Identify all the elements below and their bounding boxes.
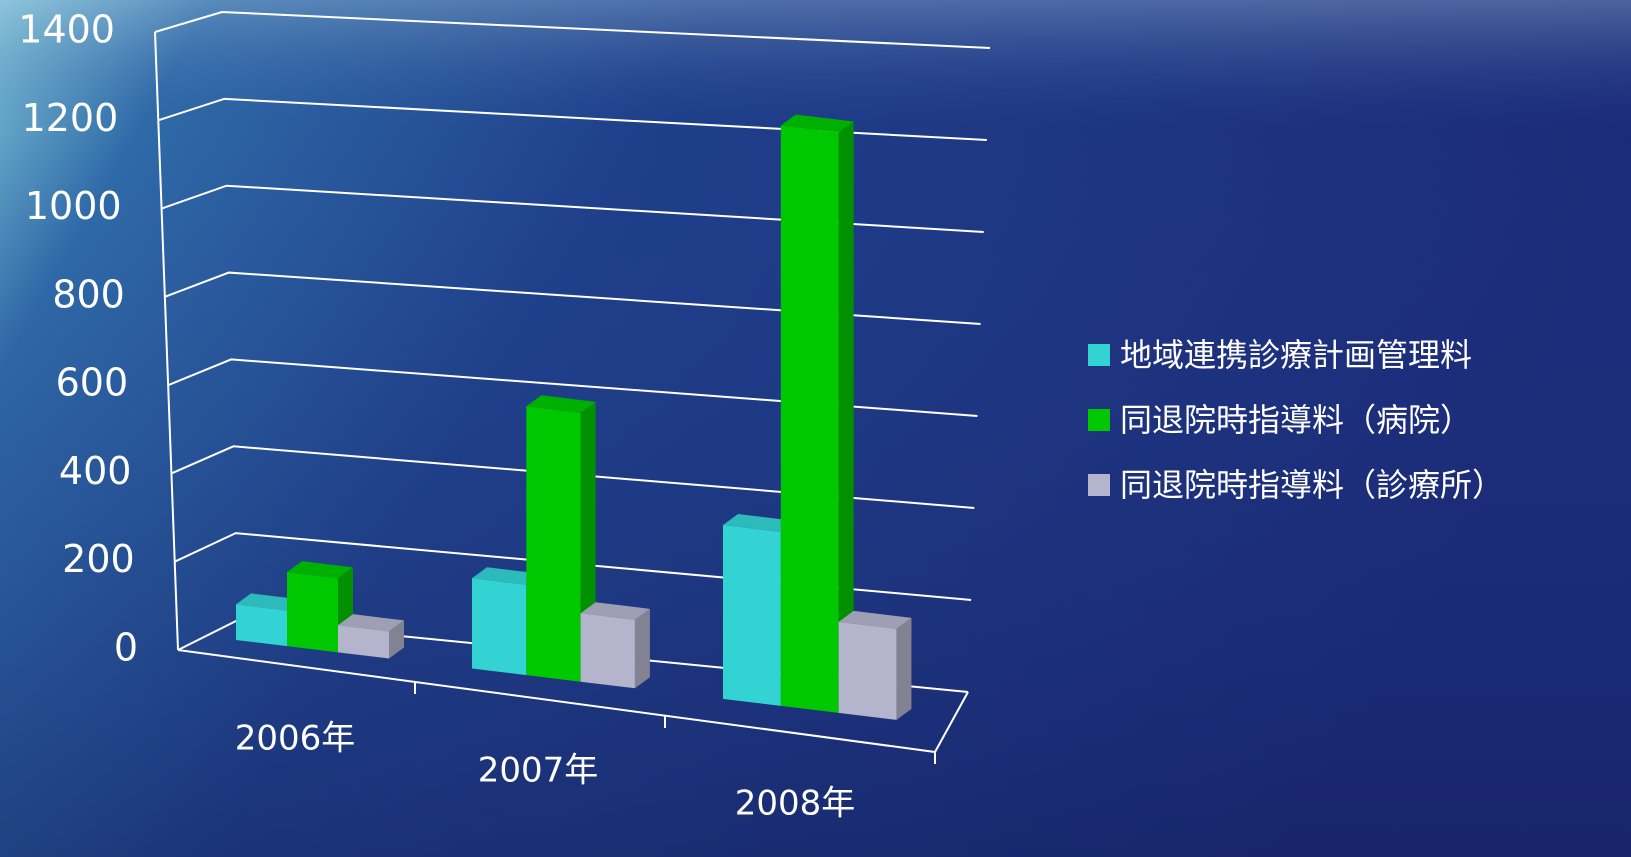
bar bbox=[472, 578, 526, 675]
y-tick-label: 400 bbox=[59, 449, 132, 493]
legend-label: 同退院時指導料（診療所） bbox=[1120, 466, 1504, 504]
bar bbox=[526, 406, 580, 681]
page: {"chart_data": {"type": "bar3d", "catego… bbox=[0, 0, 1631, 857]
x-tick-label: 2007年 bbox=[478, 751, 599, 791]
bar bbox=[723, 525, 781, 706]
x-tick-label: 2006年 bbox=[235, 719, 356, 759]
legend-swatch bbox=[1088, 344, 1110, 366]
y-tick-label: 1200 bbox=[22, 96, 119, 140]
y-tick-label: 1000 bbox=[25, 184, 122, 228]
legend-label: 地域連携診療計画管理料 bbox=[1120, 336, 1472, 374]
bar bbox=[236, 604, 287, 646]
y-tick-label: 800 bbox=[52, 272, 125, 316]
legend-swatch bbox=[1088, 409, 1110, 431]
y-tick-label: 600 bbox=[56, 361, 129, 405]
bar-side bbox=[896, 618, 911, 720]
bar bbox=[839, 622, 897, 720]
legend-label: 同退院時指導料（病院） bbox=[1120, 401, 1472, 439]
x-tick-label: 2008年 bbox=[735, 784, 856, 824]
bar bbox=[287, 572, 338, 652]
y-tick-label: 200 bbox=[62, 537, 135, 581]
bar-side bbox=[635, 609, 650, 688]
legend-swatch bbox=[1088, 474, 1110, 496]
bar bbox=[581, 613, 635, 688]
y-tick-label: 1400 bbox=[18, 8, 115, 52]
y-tick-label: 0 bbox=[114, 626, 138, 670]
bar bbox=[781, 125, 839, 712]
chart: 0 200 400 600 800 1000 1200 1400 2006年 2007年 2008年… bbox=[0, 0, 1631, 857]
